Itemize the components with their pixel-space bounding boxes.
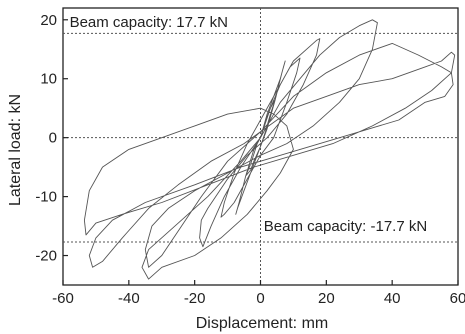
- y-tick-label-0: -20: [35, 248, 57, 265]
- x-tick-label-5: 40: [384, 290, 401, 307]
- x-tick-label-0: -60: [52, 290, 74, 307]
- annotation-beam-capacity-positive: Beam capacity: 17.7 kN: [70, 14, 228, 31]
- x-tick-label-1: -40: [118, 290, 140, 307]
- x-tick-label-2: -20: [184, 290, 206, 307]
- y-tick-label-4: 20: [40, 12, 57, 29]
- series-layer: [83, 19, 456, 280]
- x-tick-label-4: 20: [318, 290, 335, 307]
- hysteresis-curve-0: [83, 19, 456, 280]
- y-tick-label-1: -10: [35, 189, 57, 206]
- labels-layer: -60 -40 -20 0 20 40 60 -20 -10 0 10 20: [35, 12, 465, 307]
- y-axis-title: Lateral load: kN: [7, 94, 24, 206]
- ticks-layer: [62, 19, 459, 285]
- x-axis-title: Displacement: mm: [196, 315, 328, 332]
- y-tick-label-2: 0: [49, 130, 57, 147]
- annotation-beam-capacity-negative: Beam capacity: -17.7 kN: [264, 218, 427, 235]
- y-tick-label-3: 10: [40, 71, 57, 88]
- x-tick-label-6: 60: [450, 290, 465, 307]
- x-tick-label-3: 0: [256, 290, 264, 307]
